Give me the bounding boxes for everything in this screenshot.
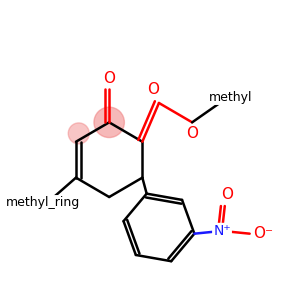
Text: O: O (221, 188, 233, 202)
Text: O: O (103, 70, 115, 86)
Text: O⁻: O⁻ (254, 226, 274, 241)
Text: O: O (186, 126, 198, 141)
Text: methyl: methyl (209, 91, 253, 104)
Circle shape (94, 107, 124, 138)
Circle shape (68, 123, 89, 144)
Text: N⁺: N⁺ (213, 224, 231, 238)
Text: O: O (147, 82, 159, 97)
Text: methyl_ring: methyl_ring (6, 196, 80, 209)
